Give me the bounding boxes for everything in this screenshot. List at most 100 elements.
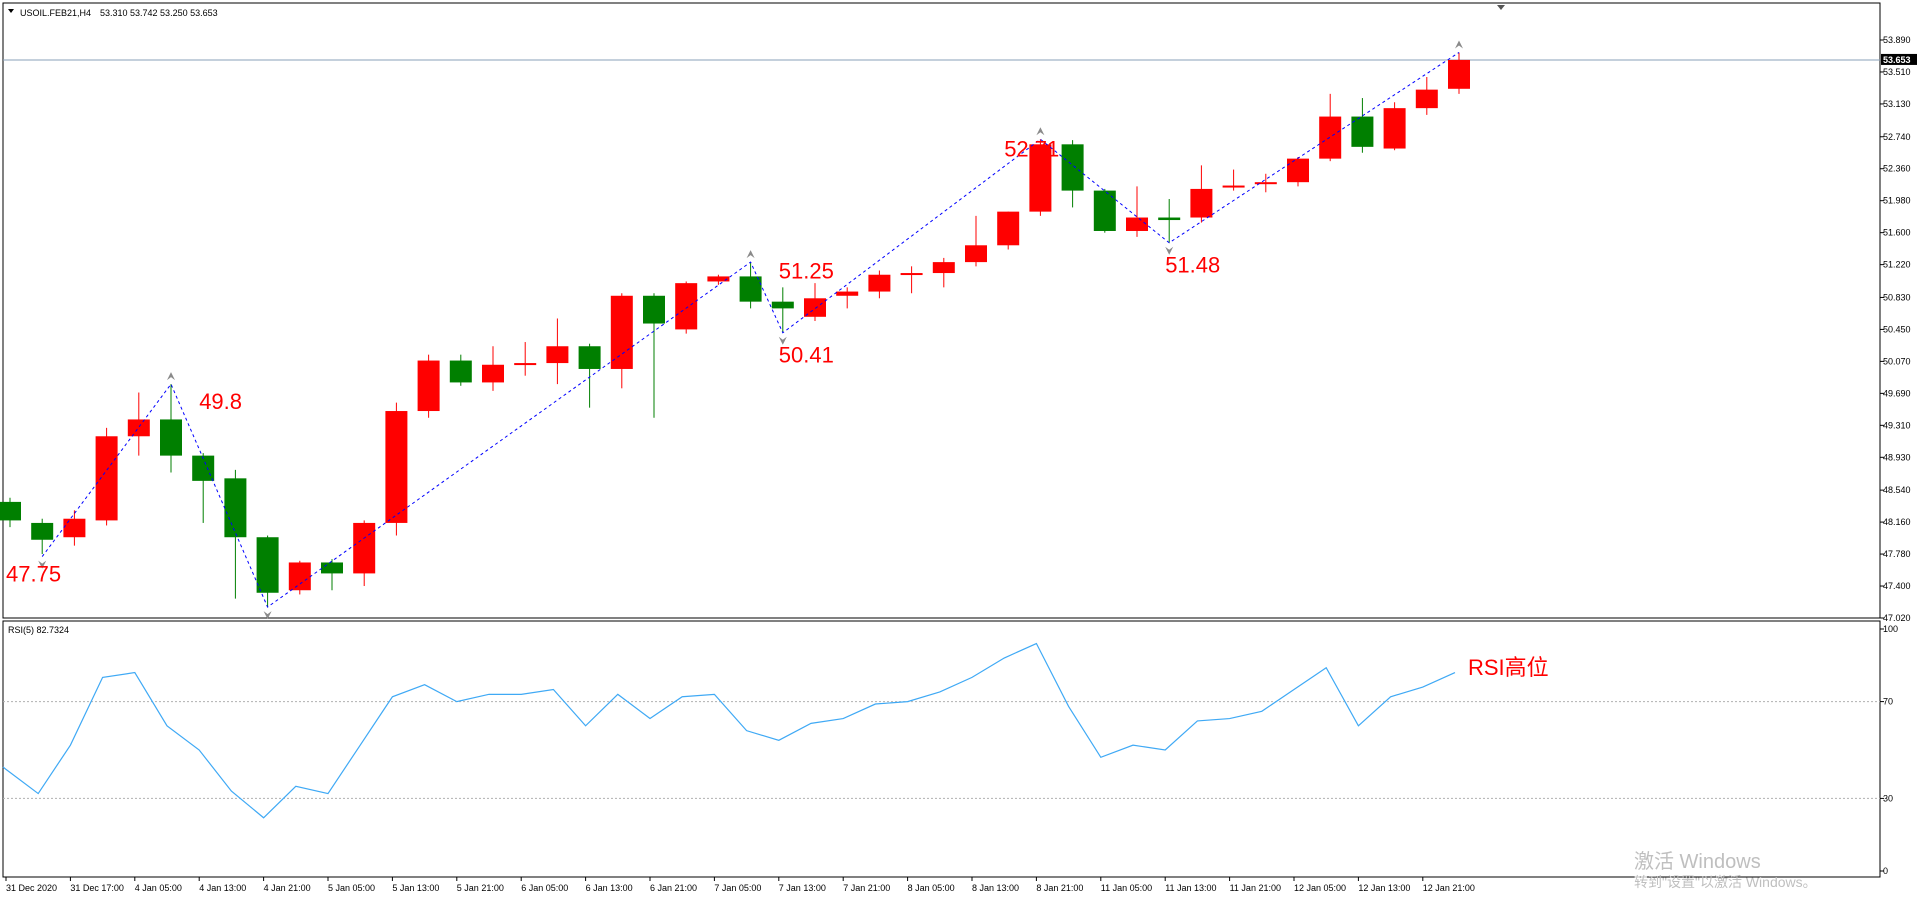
candle-body [224, 478, 247, 538]
main-chart-frame [2, 2, 1881, 619]
time-tick-label: 12 Jan 13:00 [1358, 883, 1410, 893]
watermark-line2: 转到"设置"以激活 Windows。 [1634, 874, 1817, 890]
candlestick-series [0, 52, 1470, 608]
candle-body [1093, 190, 1116, 231]
price-tick-label: 51.980 [1883, 196, 1911, 206]
candle-body [288, 562, 311, 591]
candle-body [1351, 116, 1374, 147]
candle-body [353, 522, 376, 574]
price-tick-label: 51.600 [1883, 228, 1911, 238]
rsi-chart-frame [2, 620, 1881, 878]
candle-body [256, 537, 279, 593]
time-tick-label: 11 Jan 13:00 [1165, 883, 1216, 893]
time-tick-label: 11 Jan 21:00 [1230, 883, 1281, 893]
time-tick-label: 6 Jan 05:00 [521, 883, 568, 893]
candle-body [1126, 217, 1148, 231]
price-tick-label: 50.450 [1883, 324, 1911, 334]
candle [900, 266, 923, 294]
price-tick-label: 48.160 [1883, 517, 1911, 527]
candle [449, 354, 472, 386]
candle-body [95, 436, 118, 521]
candle [932, 257, 955, 288]
current-price-tag-label: 53.653 [1883, 55, 1911, 65]
rsi-tick-label: 30 [1883, 793, 1893, 803]
ohlc-label: 53.310 53.742 53.250 53.653 [100, 8, 218, 18]
swing-price-label: 51.48 [1165, 253, 1220, 278]
candle [192, 453, 215, 523]
candle-body [675, 283, 698, 330]
swing-low-arrow-icon [263, 611, 272, 620]
candle-body [31, 522, 54, 540]
candle-body [932, 262, 955, 274]
candle-body [127, 419, 150, 437]
candle [1029, 139, 1052, 216]
time-tick-label: 5 Jan 05:00 [328, 883, 375, 893]
candle-body [1190, 188, 1213, 218]
price-tick-label: 48.930 [1883, 452, 1911, 462]
time-tick-label: 4 Jan 21:00 [264, 883, 311, 893]
candle-body [0, 501, 21, 521]
time-axis: 31 Dec 2020 31 Dec 17:00 4 Jan 05:00 4 Jan … [5, 877, 1475, 893]
time-tick-label: 8 Jan 05:00 [908, 883, 955, 893]
collapse-triangle-icon[interactable] [8, 9, 14, 13]
candle [514, 342, 537, 376]
candle-body [63, 518, 86, 538]
swing-price-label: 52.71 [1004, 137, 1059, 162]
candle-body [417, 360, 440, 412]
candle [1287, 156, 1309, 187]
candle [1415, 77, 1438, 115]
price-tick-label: 47.780 [1883, 549, 1911, 559]
candle-body [643, 295, 665, 324]
swing-low-arrow-icon [38, 560, 47, 569]
price-tick-label: 47.400 [1883, 581, 1911, 591]
time-tick-label: 8 Jan 21:00 [1036, 883, 1083, 893]
time-tick-label: 4 Jan 13:00 [199, 883, 246, 893]
candle [353, 520, 376, 587]
time-tick-label: 6 Jan 13:00 [586, 883, 633, 893]
candle-body [610, 295, 633, 369]
shift-marker-icon[interactable] [1497, 5, 1505, 10]
time-tick-label: 5 Jan 13:00 [392, 883, 439, 893]
price-tick-label: 48.540 [1883, 485, 1911, 495]
candle [1158, 199, 1181, 243]
candle-body [739, 276, 762, 302]
time-tick-label: 7 Jan 05:00 [714, 883, 761, 893]
price-tick-label: 49.690 [1883, 388, 1911, 398]
candle [1351, 98, 1374, 153]
candle [610, 293, 633, 389]
candle [0, 497, 21, 528]
candle-body [1222, 185, 1245, 188]
rsi-panel: 100 70 30 0 [2, 624, 1898, 876]
candle-body [1319, 116, 1342, 159]
rsi-line [2, 642, 1456, 819]
candle-body [1254, 182, 1277, 185]
candle [1126, 186, 1148, 237]
candle [1190, 165, 1213, 223]
time-tick-label: 5 Jan 21:00 [457, 883, 504, 893]
rsi-header-label: RSI(5) 82.7324 [8, 625, 69, 635]
candle-body [385, 411, 408, 523]
candle [997, 211, 1020, 250]
zigzag-indicator [38, 40, 1463, 620]
candle [288, 560, 311, 595]
candle-body [804, 298, 826, 317]
candle [578, 343, 601, 408]
swing-high-arrow-icon [1036, 127, 1045, 136]
candle [160, 384, 182, 473]
swing-low-arrow-icon [778, 336, 787, 345]
price-tick-label: 53.510 [1883, 67, 1911, 77]
candle [771, 287, 794, 332]
swing-price-label: 51.25 [779, 259, 834, 284]
time-tick-label: 12 Jan 05:00 [1294, 883, 1346, 893]
candle [63, 510, 86, 546]
candle-body [900, 273, 923, 276]
candle [417, 354, 440, 418]
candle-body [836, 291, 859, 296]
price-tick-label: 47.020 [1883, 613, 1911, 623]
price-axis: 53.890 53.510 53.130 52.740 52.360 51.980 51.6… [1880, 35, 1917, 623]
candle [804, 283, 826, 322]
candle-body [771, 301, 794, 309]
current-price-tag [1881, 53, 1917, 65]
